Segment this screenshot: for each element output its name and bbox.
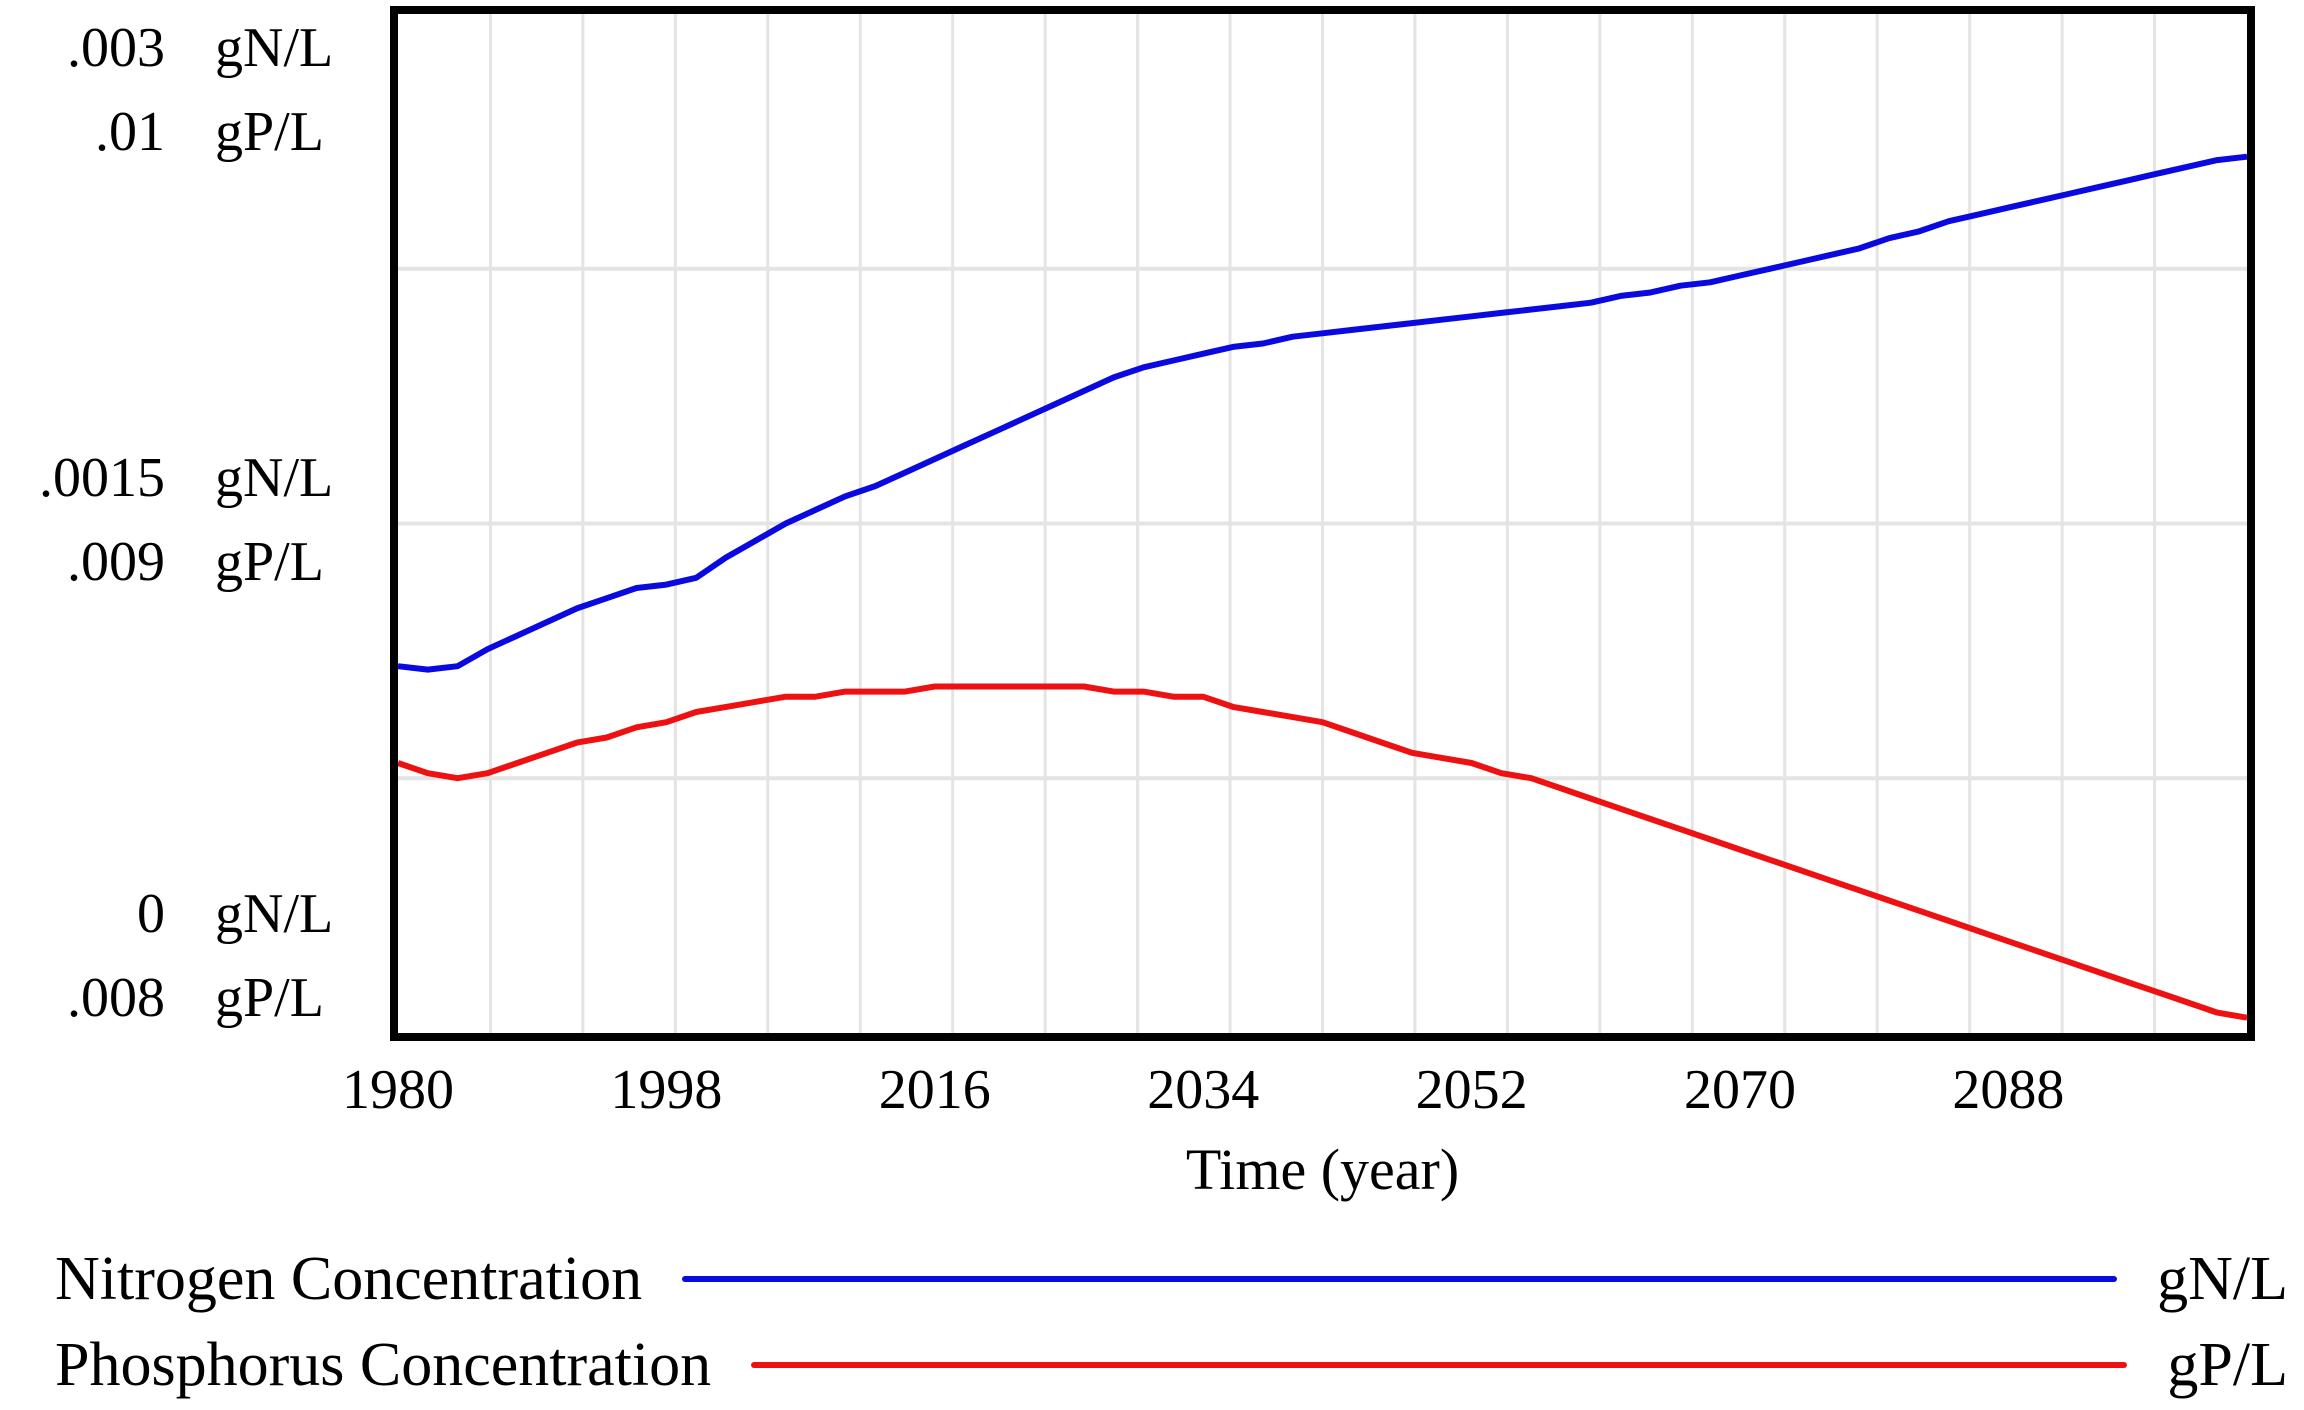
y-axis-labels-middle: .0015 gN/L .009 gP/L [0,436,370,604]
y-tick-value: .0015 [39,447,165,509]
y-axis-labels-top: .003 gN/L .01 gP/L [0,6,370,174]
x-tick-label: 1980 [342,1059,454,1121]
y-tick-row: 0 gN/L [0,872,370,956]
phosphorus-curve [397,683,2248,1021]
y-tick-value: .003 [67,17,165,79]
y-tick-row: .009 gP/L [0,520,370,604]
y-tick-unit: gN/L [215,883,334,945]
legend-unit-phosphorus: gP/L [2167,1330,2288,1399]
x-tick-label: 1998 [610,1059,723,1121]
y-tick-unit: gP/L [215,967,324,1029]
phosphorus-legend-line [751,1362,2128,1368]
x-tick-label: 2070 [1684,1059,1797,1121]
nitrogen-curve [397,153,2248,673]
x-axis-ticks: 1980 1998 2016 2034 2052 2070 2088 [342,1058,2247,1128]
legend-unit-nitrogen: gN/L [2157,1244,2288,1313]
y-tick-row: .003 gN/L [0,6,370,90]
x-tick-label: 2034 [1147,1059,1260,1121]
y-tick-row: .008 gP/L [0,956,370,1040]
chart-legend: Nitrogen Concentration gN/L Phosphorus C… [55,1236,2288,1408]
plot-svg [390,6,2255,1041]
legend-row-nitrogen: Nitrogen Concentration gN/L [55,1236,2288,1322]
y-tick-unit: gP/L [215,101,324,163]
x-tick-label: 2088 [1952,1059,2065,1121]
legend-label-phosphorus: Phosphorus Concentration [55,1330,712,1399]
grid-lines [398,14,2247,1033]
y-axis-labels-bottom: 0 gN/L .008 gP/L [0,872,370,1040]
legend-row-phosphorus: Phosphorus Concentration gP/L [55,1322,2288,1408]
x-tick-label: 2052 [1415,1059,1528,1121]
y-tick-value: 0 [137,883,165,945]
y-tick-value: .009 [67,531,165,593]
y-tick-value: .008 [67,967,165,1029]
y-tick-unit: gP/L [215,531,324,593]
x-tick-label: 2016 [878,1059,991,1121]
legend-label-nitrogen: Nitrogen Concentration [55,1244,643,1313]
y-tick-row: .0015 gN/L [0,436,370,520]
x-axis-title: Time (year) [1185,1137,1460,1202]
y-tick-unit: gN/L [215,447,334,509]
y-tick-row: .01 gP/L [0,90,370,174]
y-tick-unit: gN/L [215,17,334,79]
plot-frame [390,6,2255,1041]
y-tick-value: .01 [95,101,165,163]
nitrogen-legend-line [682,1276,2118,1282]
